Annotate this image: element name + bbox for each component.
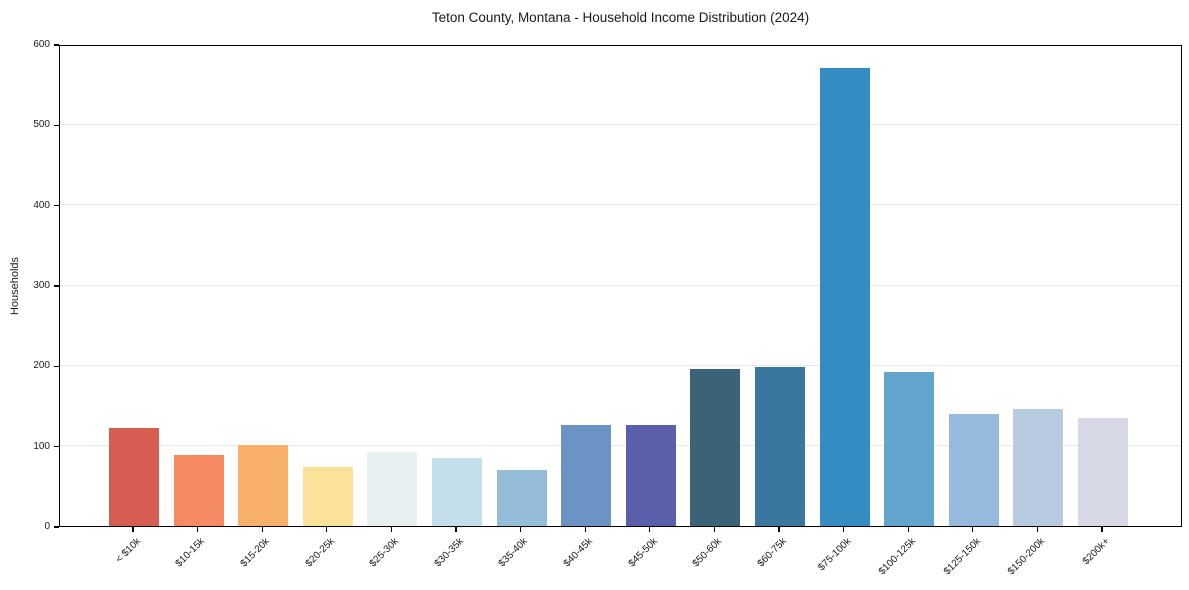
gridline xyxy=(60,284,1181,286)
x-tick-mark xyxy=(778,527,780,532)
bar-10-15k xyxy=(173,455,224,526)
x-tick-mark xyxy=(584,527,586,532)
x-tick-mark xyxy=(907,527,909,532)
bar-75-100k xyxy=(819,68,870,526)
y-tick-label: 300 xyxy=(33,280,50,291)
gridline xyxy=(60,123,1181,125)
x-tick-label: $60-75k xyxy=(755,536,789,570)
x-tick-label: $200k+ xyxy=(1080,536,1112,568)
y-tick-label: 500 xyxy=(33,119,50,131)
bar-100-125k xyxy=(884,371,935,526)
x-tick-mark xyxy=(649,527,651,532)
y-tick-label: 200 xyxy=(33,360,50,372)
chart-title: Teton County, Montana - Household Income… xyxy=(431,10,810,25)
bar-40-45k xyxy=(561,424,612,526)
bar-150-200k xyxy=(1013,408,1064,526)
y-tick-mark xyxy=(54,205,59,207)
gridline xyxy=(60,204,1181,206)
y-tick-mark xyxy=(54,124,59,126)
x-tick-mark xyxy=(843,527,845,532)
x-tick-mark xyxy=(261,527,263,532)
x-tick-label: $35-40k xyxy=(497,536,531,570)
x-tick-mark xyxy=(972,527,974,532)
y-tick-mark xyxy=(54,526,59,528)
y-tick-mark xyxy=(54,446,59,448)
y-tick-mark xyxy=(54,44,59,46)
y-tick-mark xyxy=(54,285,59,287)
gridline xyxy=(60,445,1181,447)
plot-area xyxy=(59,45,1182,527)
x-tick-label: < $10k xyxy=(113,536,143,566)
x-tick-label: $50-60k xyxy=(690,536,725,570)
x-tick-mark xyxy=(132,527,134,532)
bar-200k xyxy=(1078,418,1128,526)
bar-30-35k xyxy=(432,457,482,526)
x-tick-label: $30-35k xyxy=(432,536,466,570)
bar-15-20k xyxy=(238,444,289,526)
x-tick-mark xyxy=(455,527,457,532)
bar-20-25k xyxy=(302,466,353,526)
bar-25-30k xyxy=(367,452,418,526)
bar-45-50k xyxy=(625,424,676,526)
y-tick-mark xyxy=(54,365,59,367)
x-tick-mark xyxy=(326,527,328,532)
y-tick-label: 0 xyxy=(44,521,50,532)
x-tick-mark xyxy=(1101,527,1103,532)
x-tick-label: $15-20k xyxy=(238,536,272,570)
x-tick-label: $100-125k xyxy=(876,536,918,578)
x-tick-label: $40-45k xyxy=(561,536,595,570)
x-tick-label: $150-200k xyxy=(1005,536,1048,578)
bar-50-60k xyxy=(690,369,741,526)
x-tick-label: $25-30k xyxy=(367,536,402,570)
x-tick-mark xyxy=(713,527,715,532)
x-tick-label: $125-150k xyxy=(941,536,983,578)
gridline xyxy=(60,364,1181,366)
x-tick-mark xyxy=(390,527,392,532)
x-tick-label: $45-50k xyxy=(626,536,660,570)
x-tick-label: $75-100k xyxy=(816,536,854,574)
y-tick-label: 100 xyxy=(33,440,50,452)
x-tick-mark xyxy=(197,527,199,532)
bar-10k xyxy=(109,428,159,526)
x-tick-label: $20-25k xyxy=(303,536,337,570)
x-tick-label: $10-15k xyxy=(174,536,208,570)
bar-35-40k xyxy=(496,469,547,526)
y-tick-label: 600 xyxy=(33,39,50,50)
x-tick-mark xyxy=(1036,527,1038,532)
y-tick-label: 400 xyxy=(33,199,50,211)
bar-60-75k xyxy=(755,366,805,526)
bar-125-150k xyxy=(948,413,999,526)
x-tick-mark xyxy=(520,527,522,532)
